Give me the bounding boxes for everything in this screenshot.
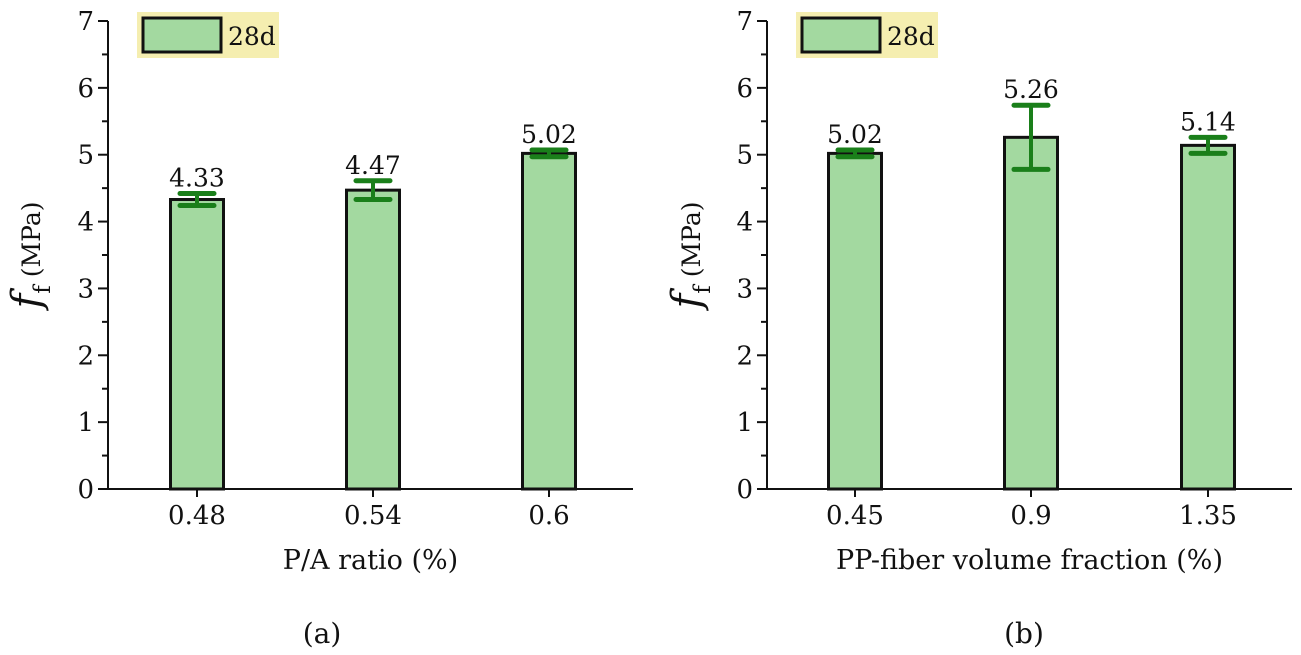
data-label: 4.47 <box>345 151 401 180</box>
y-tick-label: 3 <box>77 274 94 304</box>
y-tick-label: 3 <box>736 274 753 304</box>
x-tick-label: 0.54 <box>344 501 402 531</box>
y-tick-label: 6 <box>736 74 753 104</box>
x-axis-title: P/A ratio (%) <box>283 545 458 576</box>
x-tick-label: 0.45 <box>826 501 884 531</box>
y-tick-label: 1 <box>77 408 94 438</box>
legend-label: 28d <box>228 22 276 51</box>
y-tick-label: 7 <box>77 7 94 37</box>
bar <box>169 198 225 491</box>
data-label: 5.02 <box>827 120 883 149</box>
legend-label: 28d <box>887 22 935 51</box>
y-axis-title: ff(MPa) <box>664 201 716 311</box>
y-tick-label: 4 <box>736 208 753 238</box>
panel-label: (a) <box>303 617 342 650</box>
y-tick-label: 2 <box>736 341 753 371</box>
y-axis-title-unit: (MPa) <box>17 201 46 277</box>
bar <box>345 188 401 491</box>
data-label: 5.02 <box>521 120 577 149</box>
y-tick-label: 7 <box>736 7 753 37</box>
data-label: 5.14 <box>1180 107 1236 136</box>
x-tick-label: 0.48 <box>168 501 226 531</box>
y-axis-title-subscript: f <box>30 284 56 294</box>
panel-b-chart: 0 1 2 3 4 5 6 7 5.02 0.45 5.26 0.9 5.14 1.35 PP-fiber … <box>664 7 1292 650</box>
data-label: 4.33 <box>169 163 225 192</box>
panel-a-chart: 0 1 2 3 4 5 6 7 4.33 0.48 4.47 0.54 5.02 0.6 P/A ratio… <box>4 7 633 650</box>
x-tick-label: 1.35 <box>1179 501 1237 531</box>
y-axis-title-subscript: f <box>690 284 716 294</box>
bar <box>1180 143 1236 491</box>
legend-swatch <box>800 16 882 54</box>
y-axis-title-unit: (MPa) <box>677 201 706 277</box>
bar <box>521 151 577 491</box>
x-tick-label: 0.9 <box>1010 501 1051 531</box>
y-tick-label: 1 <box>736 408 753 438</box>
y-tick-label: 5 <box>77 141 94 171</box>
y-tick-label: 6 <box>77 74 94 104</box>
y-tick-label: 2 <box>77 341 94 371</box>
y-tick-label: 5 <box>736 141 753 171</box>
y-tick-label: 0 <box>77 475 94 505</box>
y-tick-label: 0 <box>736 475 753 505</box>
x-tick-label: 0.6 <box>528 501 569 531</box>
panel-label: (b) <box>1004 617 1044 650</box>
data-label: 5.26 <box>1003 75 1059 104</box>
y-tick-label: 4 <box>77 208 94 238</box>
legend-swatch <box>141 16 223 54</box>
bar <box>827 151 883 491</box>
y-axis-title: ff(MPa) <box>4 201 56 311</box>
bar <box>1003 135 1059 491</box>
x-axis-title: PP-fiber volume fraction (%) <box>836 545 1223 576</box>
